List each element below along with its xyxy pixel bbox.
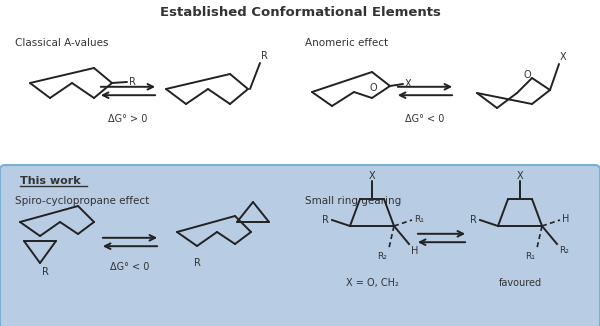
Text: H: H [562,214,569,224]
Text: ΔG° < 0: ΔG° < 0 [406,114,445,124]
Text: R: R [470,215,477,225]
Text: X: X [368,171,376,181]
Text: R: R [194,258,200,268]
Text: R: R [129,77,136,87]
FancyBboxPatch shape [0,165,600,326]
Text: R: R [261,51,268,61]
Text: Classical A-values: Classical A-values [15,38,109,48]
Text: Anomeric effect: Anomeric effect [305,38,388,48]
Text: H: H [411,246,418,256]
Text: R₂: R₂ [377,252,387,261]
Text: R₁: R₁ [414,215,424,224]
Text: This work: This work [20,176,80,186]
Text: O: O [369,83,377,93]
Text: X: X [517,171,523,181]
Text: ΔG° > 0: ΔG° > 0 [109,114,148,124]
Text: R₁: R₁ [525,252,535,261]
Text: R: R [42,267,49,277]
Text: O: O [523,70,531,80]
Text: Spiro-cyclopropane effect: Spiro-cyclopropane effect [15,196,149,206]
Text: Small ring gearing: Small ring gearing [305,196,401,206]
Text: favoured: favoured [499,278,542,288]
Text: X = O, CH₂: X = O, CH₂ [346,278,398,288]
Text: R₂: R₂ [559,246,569,255]
Text: R: R [322,215,329,225]
Text: X: X [405,79,412,89]
Text: X: X [560,52,566,62]
Text: ΔG° < 0: ΔG° < 0 [110,262,149,272]
Text: Established Conformational Elements: Established Conformational Elements [160,6,440,19]
